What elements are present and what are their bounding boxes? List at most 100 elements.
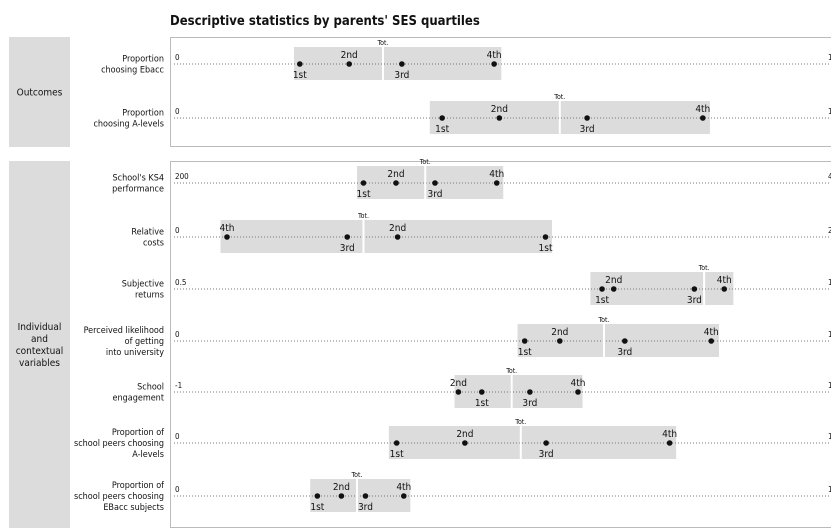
axis-max-label: 1 [828,381,831,390]
quartile-label-2nd: 2nd [456,429,473,440]
quartile-point-3rd [399,61,405,67]
quartile-point-2nd [610,286,617,292]
quartile-label-3rd: 3rd [687,295,702,306]
quartile-label-3rd: 3rd [428,189,443,200]
quartile-label-1st: 1st [357,189,371,200]
quartile-point-2nd [496,115,503,121]
quartile-label-1st: 1st [595,295,609,306]
quartile-point-3rd [691,286,698,292]
quartile-point-4th [666,440,673,446]
quartile-point-3rd [362,493,369,499]
chart-row: Proportion of school peers choosing EBacc … [74,471,831,513]
row-label: Proportion choosing A-levels [93,109,164,130]
quartile-label-2nd: 2nd [341,50,358,61]
quartile-label-1st: 1st [475,398,489,409]
quartile-point-4th [575,389,581,395]
quartile-point-4th [401,493,407,499]
quartile-label-1st: 1st [435,124,449,135]
axis-max-label: 1 [828,432,831,441]
quartile-point-4th [224,234,230,240]
quartile-label-2nd: 2nd [491,104,508,115]
quartile-label-3rd: 3rd [358,502,373,513]
group-label: Individual and contextual variables [16,322,64,369]
quartile-point-3rd [344,234,351,240]
quartile-label-4th: 4th [662,429,677,440]
chart-row: Proportion of school peers choosing A-leve… [74,418,831,460]
row-label: Subjective returns [122,280,164,301]
quartile-point-1st [314,493,321,499]
chart-row: School engagement -1 1 Tot. 1st 2nd 3rd 4th [112,367,831,409]
row-label: Relative costs [131,228,164,249]
axis-max-label: 1 [828,330,831,339]
range-band [293,47,502,80]
quartile-label-1st: 1st [390,449,404,460]
group-labels: Outcomes Individual and contextual variables [9,37,70,528]
quartile-label-2nd: 2nd [551,327,568,338]
quartile-label-4th: 4th [571,378,586,389]
quartile-label-2nd: 2nd [333,482,350,493]
axis-min-label: 0 [175,53,180,62]
axis-min-label: 0 [175,432,180,441]
quartile-point-1st [439,115,445,121]
quartile-label-4th: 4th [396,482,411,493]
quartile-label-3rd: 3rd [522,398,537,409]
axis-min-label: 0.5 [175,278,186,287]
quartile-point-4th [491,61,497,67]
axis-max-label: 1 [828,107,831,116]
quartile-label-3rd: 3rd [340,243,355,254]
quartile-label-2nd: 2nd [387,169,404,180]
quartile-point-4th [708,338,715,344]
group-panel [170,161,831,528]
row-label: School's KS4 performance [112,174,164,195]
quartile-point-2nd [557,338,563,344]
quartile-label-4th: 4th [487,50,502,61]
quartile-point-2nd [338,493,345,499]
quartile-label-2nd: 2nd [605,275,622,286]
quartile-label-2nd: 2nd [450,378,467,389]
quartile-point-1st [542,234,549,240]
quartile-point-1st [297,61,303,67]
quartile-point-1st [479,389,485,395]
total-label: Tot. [351,471,363,479]
quartile-point-2nd [455,389,462,395]
range-band [454,375,583,408]
chart-title: Descriptive statistics by parents' SES q… [170,14,480,29]
quartile-point-1st [599,286,605,292]
group-block [9,37,70,147]
quartile-point-1st [393,440,400,446]
quartile-label-4th: 4th [489,169,504,180]
quartile-label-1st: 1st [293,70,307,81]
axis-max-label: 1 [828,278,831,287]
quartile-label-4th: 4th [717,275,732,286]
quartile-point-4th [721,286,728,292]
axis-min-label: -1 [175,381,182,390]
total-label: Tot. [357,212,369,220]
group-panel [170,37,831,147]
quartile-point-1st [360,180,367,186]
quartile-point-4th [700,115,706,121]
axis-min-label: 0 [175,107,180,116]
axis-max-label: 400 [828,172,831,181]
quartile-label-1st: 1st [518,347,532,358]
quartile-label-4th: 4th [704,327,719,338]
quartile-point-2nd [462,440,468,446]
quartile-point-3rd [543,440,549,446]
row-label: School engagement [112,383,164,404]
total-label: Tot. [505,367,517,375]
quartile-point-1st [521,338,528,344]
axis-min-label: 200 [175,172,189,181]
total-label: Tot. [698,264,710,272]
row-label: Proportion of school peers choosing A-leve… [74,428,164,460]
group-label: Outcomes [17,88,63,99]
chart-row: Proportion choosing Ebacc 0 1 Tot. 1st 2nd 3rd 4… [101,39,831,81]
quartile-label-2nd: 2nd [389,223,406,234]
range-band [388,426,677,459]
quartile-point-3rd [527,389,533,395]
total-label: Tot. [553,93,565,101]
total-label: Tot. [514,418,526,426]
total-label: Tot. [598,316,610,324]
quartile-point-2nd [346,61,353,67]
axis-min-label: 0 [175,330,180,339]
